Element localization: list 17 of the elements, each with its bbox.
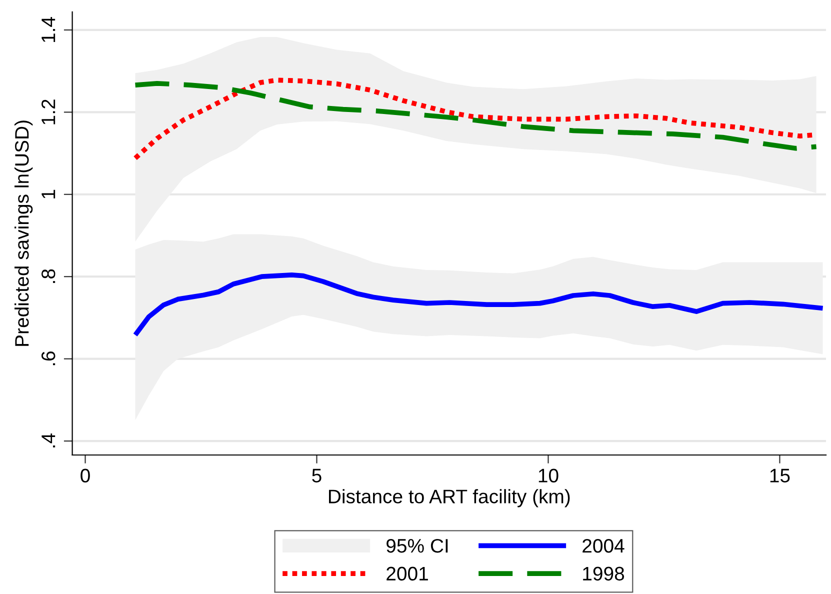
y-tick-label: 1 [42, 190, 56, 198]
y-tick-label: .4 [42, 433, 56, 448]
legend-label: 1998 [583, 566, 624, 581]
y-tick-label: .8 [41, 269, 56, 283]
x-tick-label: 0 [80, 468, 90, 482]
y-tick-label: 1.4 [42, 17, 56, 42]
line-series [132, 272, 826, 338]
y-axis-title: Predicted savings ln(USD) [14, 120, 33, 346]
legend-label: 2004 [582, 538, 624, 553]
y-tick-label: 1.2 [41, 100, 56, 124]
x-tick-label: 10 [538, 468, 558, 482]
y-tick-label: .6 [41, 352, 56, 366]
x-tick-label: 15 [770, 468, 790, 482]
legend-label: 2001 [386, 566, 428, 581]
x-axis-title: Distance to ART facility (km) [329, 489, 570, 508]
x-tick-label: 5 [312, 468, 322, 482]
text: 95% CI [386, 538, 448, 553]
